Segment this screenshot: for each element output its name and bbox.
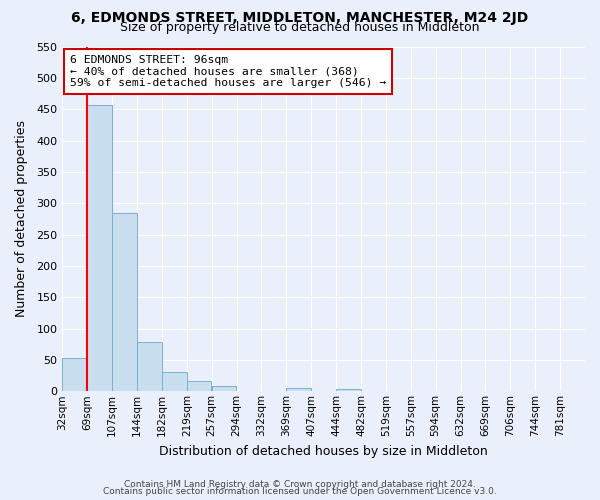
Bar [62, 358, 87, 392]
Text: 6, EDMONDS STREET, MIDDLETON, MANCHESTER, M24 2JD: 6, EDMONDS STREET, MIDDLETON, MANCHESTER… [71, 11, 529, 25]
Bar [187, 380, 211, 392]
X-axis label: Distribution of detached houses by size in Middleton: Distribution of detached houses by size … [159, 444, 488, 458]
Text: Size of property relative to detached houses in Middleton: Size of property relative to detached ho… [120, 22, 480, 35]
Bar [112, 213, 137, 392]
Bar [162, 372, 187, 392]
Bar [88, 106, 112, 392]
Bar [336, 389, 361, 392]
Text: Contains public sector information licensed under the Open Government Licence v3: Contains public sector information licen… [103, 487, 497, 496]
Y-axis label: Number of detached properties: Number of detached properties [15, 120, 28, 318]
Text: 6 EDMONDS STREET: 96sqm
← 40% of detached houses are smaller (368)
59% of semi-d: 6 EDMONDS STREET: 96sqm ← 40% of detache… [70, 55, 386, 88]
Bar [286, 388, 311, 392]
Text: Contains HM Land Registry data © Crown copyright and database right 2024.: Contains HM Land Registry data © Crown c… [124, 480, 476, 489]
Bar [137, 342, 162, 392]
Bar [212, 386, 236, 392]
